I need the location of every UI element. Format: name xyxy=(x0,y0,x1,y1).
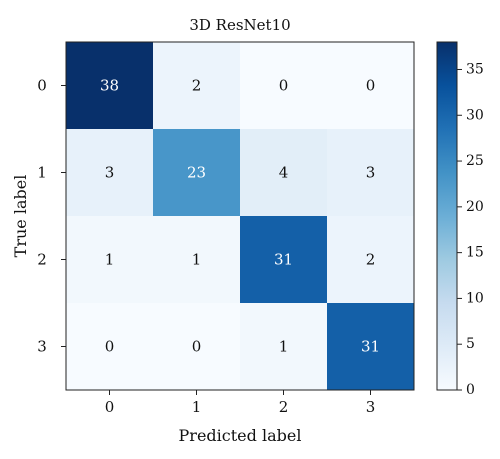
colorbar-tick-label: 35 xyxy=(466,61,484,77)
heatmap-cell xyxy=(327,303,415,391)
x-tick-label: 2 xyxy=(279,398,289,416)
colorbar-tick-label: 10 xyxy=(466,290,484,306)
chart-title: 3D ResNet10 xyxy=(189,16,290,34)
cell-value-label: 4 xyxy=(279,164,289,182)
heatmap-cell xyxy=(153,216,241,304)
cell-value-label: 2 xyxy=(192,77,202,95)
heatmap-cell xyxy=(240,129,328,217)
x-axis-ticks: 0 1 2 3 xyxy=(105,390,376,416)
cell-value-label: 3 xyxy=(366,164,376,182)
heatmap-cell xyxy=(66,42,154,130)
cell-value-label: 38 xyxy=(100,77,119,95)
colorbar-ticks: 0 5 10 15 20 25 30 35 xyxy=(457,61,484,398)
x-axis-label: Predicted label xyxy=(179,426,302,445)
heatmap-cell xyxy=(153,303,241,391)
cell-value-label: 0 xyxy=(366,77,376,95)
heatmap-cell xyxy=(66,129,154,217)
heatmap-cell xyxy=(240,216,328,304)
y-axis-ticks: 0 1 2 3 xyxy=(37,77,66,356)
cell-value-label: 0 xyxy=(279,77,289,95)
plot-frame xyxy=(65,41,415,391)
heatmap-cell xyxy=(327,129,415,217)
colorbar xyxy=(436,41,458,391)
cell-value-label: 31 xyxy=(361,338,380,356)
y-axis-label: True label xyxy=(11,175,30,258)
heatmap-cell xyxy=(66,303,154,391)
heatmap-cell xyxy=(240,303,328,391)
heatmap-cells: 38 2 0 03 23 4 31 1 31 20 0 1 31 xyxy=(66,42,415,391)
y-tick-label: 0 xyxy=(37,77,47,95)
heatmap-cell xyxy=(66,216,154,304)
cell-value-label: 23 xyxy=(187,164,206,182)
cell-value-label: 3 xyxy=(105,164,115,182)
colorbar-tick-label: 25 xyxy=(466,153,484,169)
x-tick-label: 3 xyxy=(366,398,376,416)
y-tick-label: 3 xyxy=(37,338,47,356)
cell-value-label: 2 xyxy=(366,251,376,269)
colorbar-tick-label: 5 xyxy=(466,336,475,352)
colorbar-tick-label: 30 xyxy=(466,107,484,123)
y-tick-label: 2 xyxy=(37,251,47,269)
y-tick-label: 1 xyxy=(37,164,47,182)
colorbar-tick-label: 15 xyxy=(466,245,484,261)
cell-value-label: 31 xyxy=(274,251,293,269)
colorbar-tick-label: 0 xyxy=(466,382,475,398)
cell-value-label: 1 xyxy=(279,338,289,356)
heatmap-cell xyxy=(153,129,241,217)
x-tick-label: 1 xyxy=(192,398,202,416)
cell-value-label: 1 xyxy=(192,251,202,269)
cell-value-label: 1 xyxy=(105,251,115,269)
cell-value-label: 0 xyxy=(105,338,115,356)
colorbar-tick-label: 20 xyxy=(466,199,484,215)
cell-value-label: 0 xyxy=(192,338,202,356)
heatmap-cell xyxy=(327,42,415,130)
heatmap-cell xyxy=(153,42,241,130)
heatmap-cell xyxy=(240,42,328,130)
x-tick-label: 0 xyxy=(105,398,115,416)
heatmap-cell xyxy=(327,216,415,304)
